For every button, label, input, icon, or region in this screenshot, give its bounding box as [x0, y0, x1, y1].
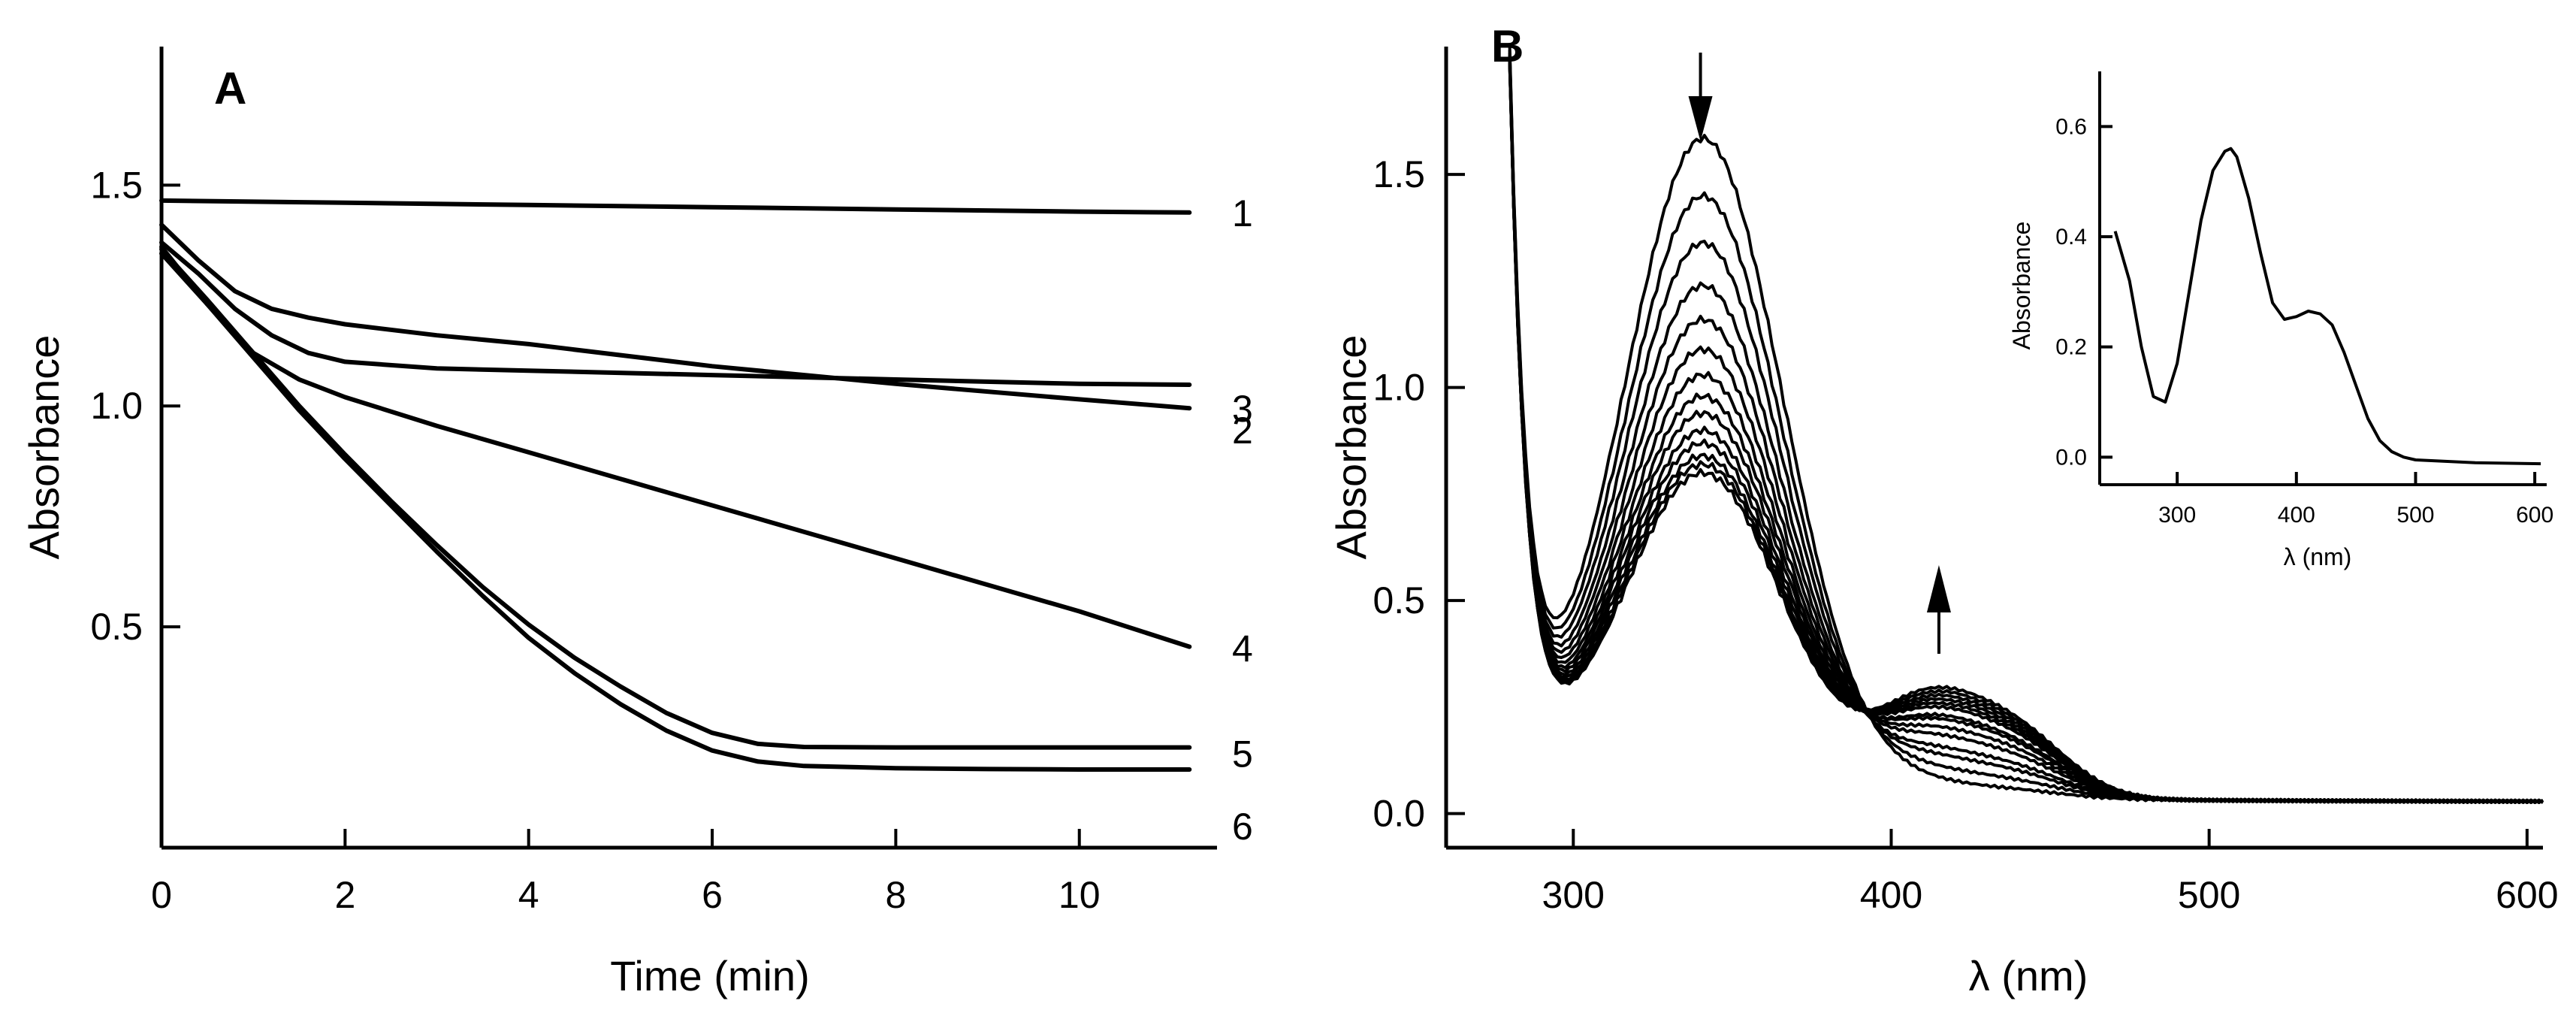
b-spectrum-2 [1508, 50, 2544, 804]
a-curve-label-4: 4 [1232, 628, 1253, 670]
a-curve-label-6: 6 [1232, 806, 1253, 848]
a-ytick-label-0: 0.5 [90, 606, 143, 648]
a-xtick-label-4: 8 [885, 874, 906, 916]
a-curve-6 [159, 251, 1192, 772]
b-ytick-label-1: 0.5 [1373, 579, 1425, 621]
a-ytick-label-2: 1.5 [90, 164, 143, 206]
b-spectrum-3 [1508, 53, 2544, 804]
b-spectrum-4 [1508, 54, 2544, 804]
arrow-up-icon [1926, 565, 1951, 612]
panel-a-ylabel: Absorbance [20, 335, 68, 560]
a-curve-5 [159, 246, 1192, 750]
panel-a-label: A [214, 63, 246, 113]
b-ytick-label-0: 0.0 [1373, 793, 1425, 835]
panel-b-label: B [1491, 21, 1524, 71]
i-ytick-label-1: 0.2 [2055, 335, 2087, 360]
panel-b-inset: 0.0 0.2 0.4 0.6 300 400 500 600 λ (nm) Absorba… [2008, 71, 2553, 570]
b-spectrum-1 [1508, 46, 2544, 804]
a-curve-label-5: 5 [1232, 733, 1253, 776]
panel-b-arrows [1688, 53, 1951, 654]
b-ytick-label-3: 1.5 [1373, 153, 1425, 195]
panel-b: B 0.0 0.5 1.0 1.5 300 400 500 600 λ (nm) Absor… [1327, 21, 2559, 999]
a-curve-2 [159, 240, 1192, 387]
a-curve-4 [159, 244, 1192, 649]
i-ytick-label-2: 0.4 [2055, 225, 2087, 249]
inset-y-ticks: 0.0 0.2 0.4 0.6 [2055, 114, 2112, 470]
b-xtick-label-1: 400 [1860, 874, 1922, 916]
a-curve-3 [159, 222, 1192, 411]
b-spectrum-10 [1508, 61, 2544, 804]
panel-a-x-ticks: 0 2 4 6 8 10 [151, 829, 1101, 916]
panel-b-spectra [1508, 46, 2544, 804]
panel-b-ylabel: Absorbance [1327, 335, 1375, 560]
i-xtick-label-0: 300 [2158, 503, 2196, 528]
arrow-down-icon [1688, 96, 1713, 141]
b-spectrum-5 [1508, 56, 2544, 804]
panel-b-x-ticks: 300 400 500 600 [1542, 829, 2559, 916]
a-xtick-label-2: 4 [518, 874, 539, 916]
panel-b-xlabel: λ (nm) [1969, 952, 2088, 999]
a-xtick-label-0: 0 [151, 874, 172, 916]
a-xtick-label-5: 10 [1058, 874, 1101, 916]
a-xtick-label-3: 6 [702, 874, 723, 916]
a-curve-label-1: 1 [1232, 192, 1253, 234]
a-curve-1 [159, 198, 1192, 215]
b-spectrum-6 [1508, 56, 2544, 804]
i-xtick-label-1: 400 [2278, 503, 2315, 528]
b-spectrum-9 [1508, 59, 2544, 804]
a-curve-label-3: 3 [1232, 388, 1253, 430]
panel-b-y-ticks: 0.0 0.5 1.0 1.5 [1373, 153, 1465, 835]
b-xtick-label-2: 500 [2178, 874, 2240, 916]
b-ytick-label-2: 1.0 [1373, 367, 1425, 409]
b-spectrum-8 [1508, 58, 2544, 804]
a-ytick-label-1: 1.0 [90, 385, 143, 427]
inset-curve [2113, 147, 2541, 466]
i-xtick-label-2: 500 [2396, 503, 2434, 528]
i-ytick-label-3: 0.6 [2055, 114, 2087, 139]
b-spectrum-14 [1508, 63, 2544, 804]
b-xtick-label-3: 600 [2496, 874, 2558, 916]
panel-a-xlabel: Time (min) [610, 952, 809, 999]
b-spectrum-7 [1508, 57, 2544, 804]
inset-x-ticks: 300 400 500 600 [2158, 472, 2553, 528]
a-curve-label-2: 2 [1232, 410, 1253, 452]
i-ytick-label-0: 0.0 [2055, 445, 2087, 470]
b-xtick-label-0: 300 [1542, 874, 1605, 916]
panel-a-curves [159, 198, 1192, 772]
a-xtick-label-1: 2 [334, 874, 355, 916]
inset-ylabel: Absorbance [2008, 222, 2035, 350]
inset-xlabel: λ (nm) [2284, 543, 2352, 570]
panel-a-y-ticks: 0.5 1.0 1.5 [90, 164, 180, 648]
inset-spectrum [2113, 147, 2541, 466]
i-xtick-label-3: 600 [2516, 503, 2553, 528]
b-spectrum-11 [1508, 62, 2544, 804]
